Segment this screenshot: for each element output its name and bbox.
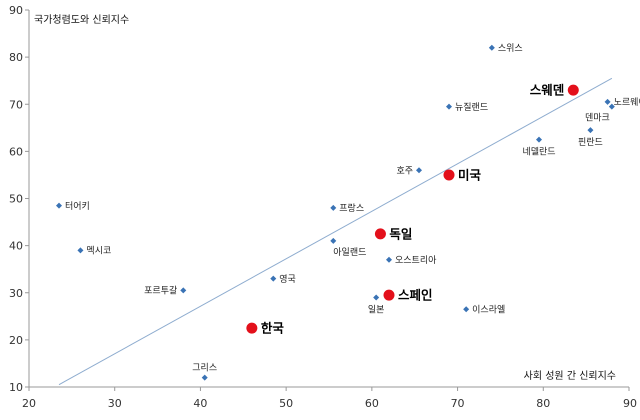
y-tick-label: 60 — [9, 145, 23, 158]
highlight-marker — [383, 289, 395, 301]
data-point-marker — [270, 275, 277, 282]
y-tick-label: 30 — [9, 287, 23, 300]
x-tick-label: 70 — [451, 397, 465, 410]
data-point-label: 독일 — [389, 226, 412, 241]
data-point-label: 아일랜드 — [333, 247, 366, 258]
highlight-marker — [443, 169, 455, 181]
data-point-label: 그리스 — [192, 363, 217, 374]
data-point-marker — [608, 103, 615, 110]
data-point-label: 호주 — [396, 165, 413, 176]
y-tick-label: 10 — [9, 381, 23, 394]
y-tick-label: 50 — [9, 193, 23, 206]
data-point-marker — [373, 294, 380, 301]
data-point-marker — [77, 247, 84, 254]
data-point-label: 스웨덴 — [530, 83, 565, 98]
data-point-label: 오스트리아 — [395, 255, 437, 266]
data-point-label: 터어키 — [65, 201, 90, 212]
y-tick-label: 70 — [9, 98, 23, 111]
data-point-marker — [488, 44, 495, 51]
x-tick-label: 20 — [22, 397, 36, 410]
data-point-marker — [180, 287, 187, 294]
data-point-label: 뉴질랜드 — [455, 101, 488, 113]
y-tick-label: 80 — [9, 51, 23, 64]
data-point-marker — [386, 256, 392, 263]
data-point-label: 스페인 — [398, 288, 433, 303]
points-layer — [56, 44, 615, 381]
x-axis-title: 사회 성원 간 신뢰지수 — [524, 370, 616, 382]
y-axis-title: 국가청렴도와 신뢰지수 — [34, 13, 129, 26]
y-tick-label: 20 — [9, 334, 23, 347]
data-point-label: 멕시코 — [86, 246, 111, 257]
data-point-label: 네델란드 — [522, 146, 555, 158]
data-point-marker — [56, 202, 62, 209]
data-point-label: 미국 — [458, 167, 482, 182]
y-tick-label: 40 — [9, 240, 23, 253]
data-point-label: 프랑스 — [339, 202, 364, 214]
data-point-marker — [201, 374, 208, 381]
highlight-marker — [246, 322, 258, 334]
data-point-marker — [330, 204, 337, 211]
trendline-layer — [58, 77, 613, 386]
data-point-label: 노르웨이 — [614, 96, 640, 108]
data-point-marker — [604, 98, 611, 105]
data-point-marker — [446, 103, 452, 110]
data-point-marker — [536, 136, 542, 143]
trendline — [58, 77, 613, 386]
data-point-label: 일본 — [368, 304, 385, 315]
data-point-marker — [587, 127, 594, 134]
x-tick-label: 60 — [365, 397, 379, 410]
y-tick-label: 90 — [9, 4, 23, 17]
x-tick-label: 80 — [536, 397, 550, 410]
x-tick-label: 50 — [279, 397, 293, 410]
highlight-marker — [567, 84, 579, 96]
data-point-label: 이스라엘 — [472, 304, 505, 315]
data-point-marker — [416, 167, 422, 174]
data-point-marker — [330, 237, 337, 244]
axes-layer: 20 30 40 50 60 70 80 90 10 20 30 40 50 60 70 80 90 — [9, 4, 637, 410]
data-point-label: 포르투갈 — [144, 286, 177, 297]
x-tick-label: 40 — [193, 397, 207, 410]
x-tick-label: 90 — [623, 397, 637, 410]
data-point-label: 한국 — [261, 321, 285, 336]
highlight-marker — [374, 228, 386, 240]
data-point-label: 영국 — [279, 274, 296, 285]
data-point-marker — [463, 306, 470, 313]
x-tick-label: 30 — [108, 397, 122, 410]
data-point-label: 덴마크 — [585, 113, 610, 124]
data-point-label: 스위스 — [498, 43, 523, 54]
data-point-label: 핀란드 — [578, 136, 603, 148]
